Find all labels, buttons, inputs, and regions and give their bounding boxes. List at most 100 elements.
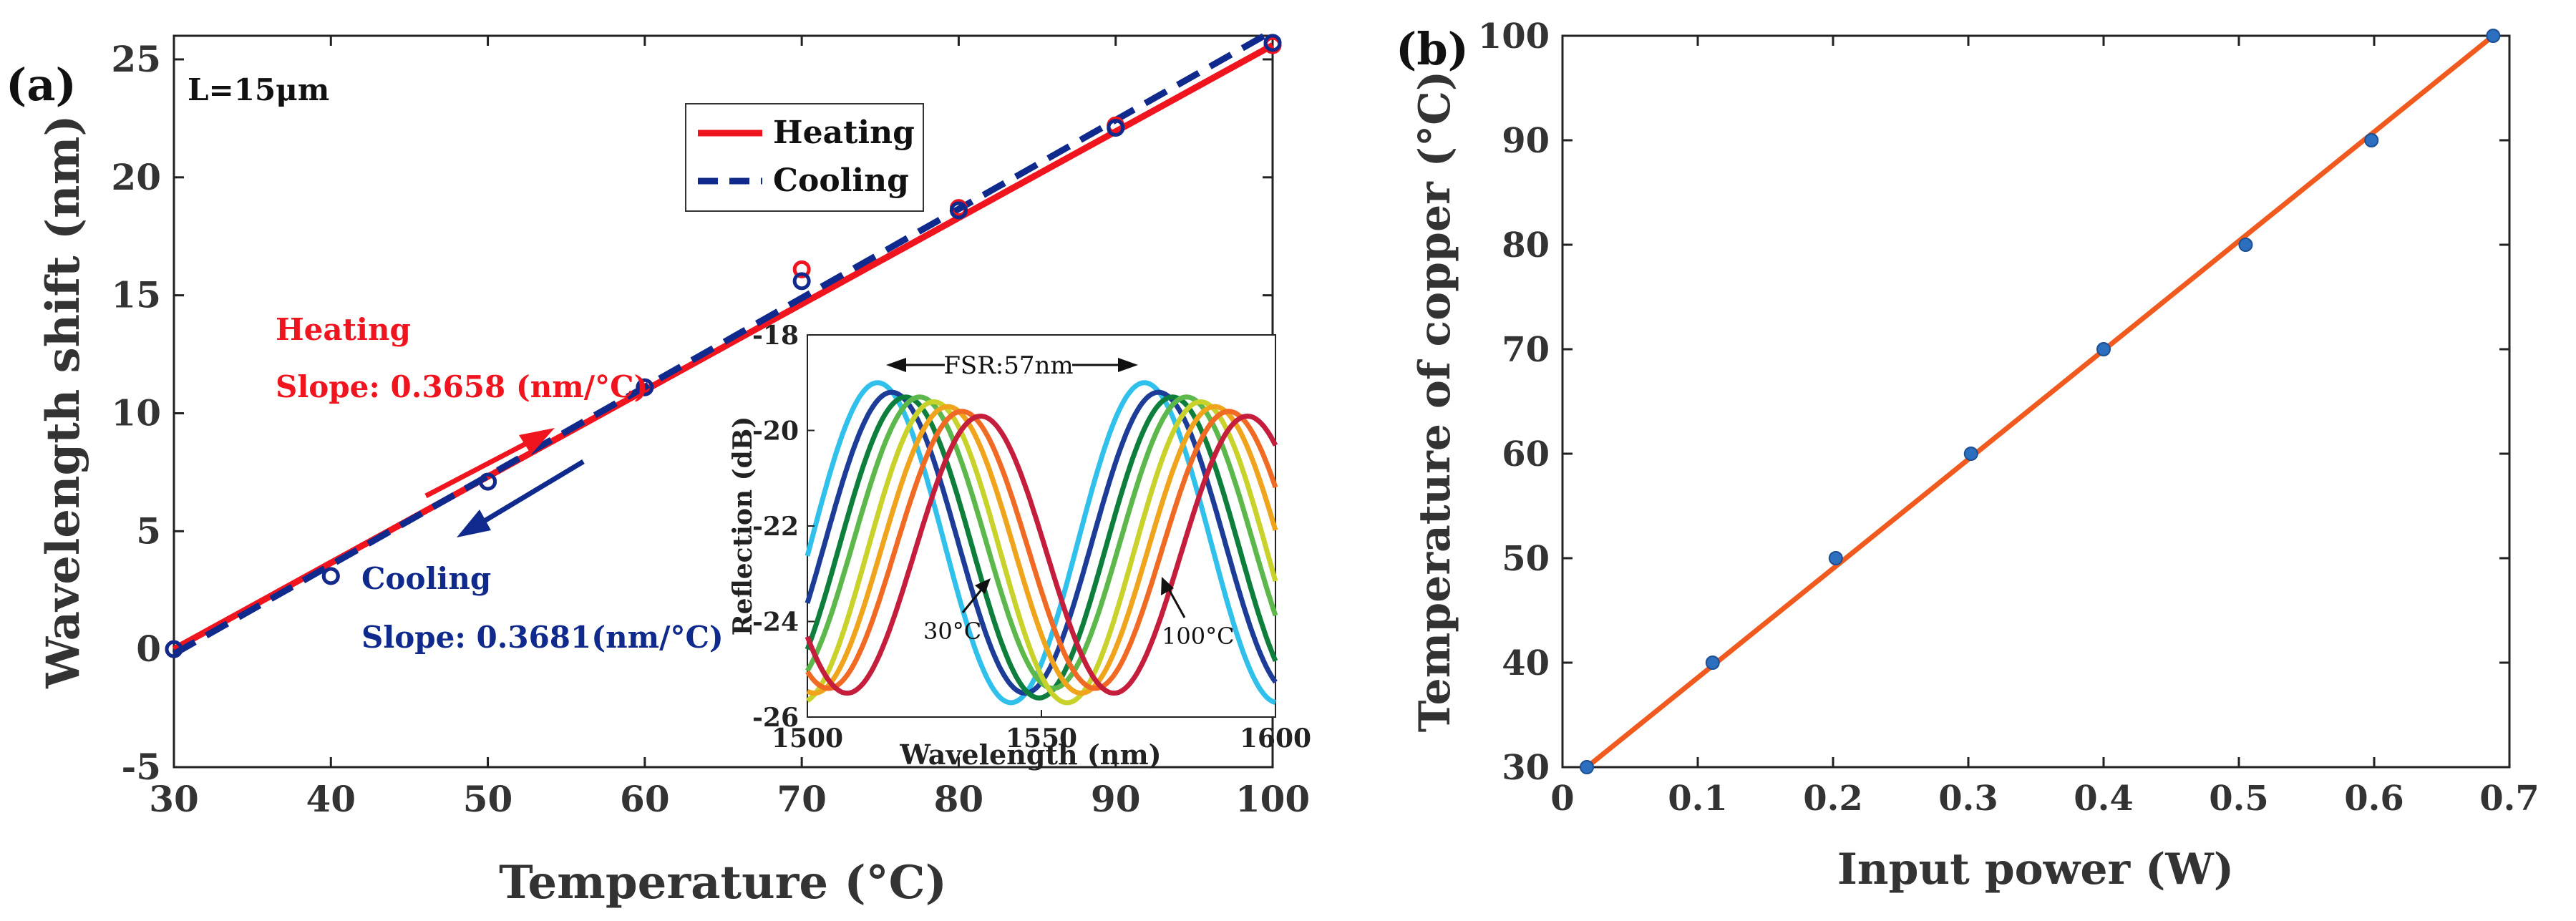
measured-point xyxy=(1963,447,1978,461)
y-tick-label: 90 xyxy=(1502,121,1550,161)
y-tick-label: 100 xyxy=(1478,16,1550,57)
inset-curve xyxy=(805,409,1278,691)
inset-xlabel: Wavelength (nm) xyxy=(899,739,1161,771)
inset-curve xyxy=(806,404,1278,696)
cooling-point xyxy=(1107,119,1125,137)
inset-y-tick-label: -20 xyxy=(752,416,799,447)
chart-a-series xyxy=(172,28,1275,657)
cooling-fit-line xyxy=(172,28,1275,657)
heating-fit-line xyxy=(172,42,1275,653)
x-tick-label: 90 xyxy=(1091,778,1141,820)
cooling-annotation: Cooling xyxy=(361,561,491,596)
measured-point xyxy=(1705,656,1720,670)
x-tick-label: 0.3 xyxy=(1938,779,1998,819)
legend-box xyxy=(685,103,924,212)
chart-a-ticks: 30 40 50 60 70 80 90 100 -5 0 5 10 15 20 25 xyxy=(111,36,1310,820)
measured-point xyxy=(1828,551,1843,565)
x-tick-label: 0.6 xyxy=(2344,779,2404,819)
panel-b-label: (b) xyxy=(1396,23,1469,75)
x-tick-label: 0.1 xyxy=(1668,779,1728,819)
inset-y-tick-label: -26 xyxy=(752,703,799,733)
cooling-point xyxy=(636,378,654,396)
y-tick-label: 80 xyxy=(1502,225,1550,265)
x-tick-label: 40 xyxy=(306,778,356,820)
y-tick-label: 15 xyxy=(111,274,161,316)
chart-b-points xyxy=(1580,29,2501,774)
cooling-point xyxy=(792,272,811,291)
chart-b-ylabel: Temperature of copper (°C) xyxy=(1410,71,1460,732)
heating-point xyxy=(792,260,811,278)
inset-y-tick-label: -22 xyxy=(752,512,799,542)
x-tick-label: 60 xyxy=(620,778,670,820)
x-tick-label: 50 xyxy=(463,778,513,820)
cooling-arrow xyxy=(457,459,585,537)
chart-b-ticks: 0 0.1 0.2 0.3 0.4 0.5 0.6 0.7 30 40 50 60 70 80 90 100 xyxy=(1478,16,2539,819)
x-tick-label: 80 xyxy=(934,778,984,820)
x-tick-label: 70 xyxy=(777,778,827,820)
chart-a: 30 40 50 60 70 80 90 100 -5 0 5 10 15 20 25 Temperatur… xyxy=(37,28,1311,910)
y-tick-label: 25 xyxy=(111,38,161,80)
inset-series xyxy=(805,380,1278,706)
inset-curve xyxy=(806,399,1278,706)
heating-arrow xyxy=(424,428,555,499)
y-tick-label: 50 xyxy=(1502,539,1550,579)
legend-heating-label: Heating xyxy=(773,114,915,151)
heating-slope-annotation: Slope: 0.3658 (nm/°C) xyxy=(276,369,648,404)
measured-point xyxy=(1580,760,1595,774)
y-tick-label: 20 xyxy=(111,156,161,198)
legend-cooling-label: Cooling xyxy=(773,162,909,199)
y-tick-label: 0 xyxy=(136,628,161,670)
cooling-point xyxy=(321,567,340,585)
y-tick-label: 70 xyxy=(1502,330,1550,370)
y-tick-label: 5 xyxy=(136,510,161,552)
x-tick-label: 0.5 xyxy=(2209,779,2269,819)
cooling-point xyxy=(479,472,497,491)
cooling-point xyxy=(1263,34,1282,52)
inset-y-tick-label: -24 xyxy=(752,608,799,638)
cooling-slope-annotation: Slope: 0.3681(nm/°C) xyxy=(361,620,724,655)
high-temp-pointer xyxy=(1165,585,1186,618)
measured-point xyxy=(2238,238,2253,252)
measured-point xyxy=(2364,133,2379,147)
cooling-point xyxy=(949,201,968,220)
panel-a-label: (a) xyxy=(6,59,77,111)
inset-curve xyxy=(805,380,1277,706)
y-tick-label: 40 xyxy=(1502,643,1550,683)
x-tick-label: 100 xyxy=(1235,778,1310,820)
measured-point xyxy=(2486,29,2501,43)
fsr-label-bg xyxy=(945,351,1072,378)
low-temp-label: 30°C xyxy=(923,618,981,645)
y-tick-label: 30 xyxy=(1502,748,1550,788)
y-tick-label: -5 xyxy=(121,746,161,788)
measured-point xyxy=(2096,342,2111,356)
heating-annotation: Heating xyxy=(276,312,411,347)
x-tick-label: 0.2 xyxy=(1803,779,1863,819)
inset-y-tick-label: -18 xyxy=(752,321,799,351)
x-tick-label: 30 xyxy=(149,778,199,820)
chart-a-points xyxy=(165,34,1282,658)
inset-curve xyxy=(805,413,1278,696)
inset-ylabel: Reflection (dB) xyxy=(728,416,758,636)
inset-chart: 1500 1550 1600 -26 -24 -22 -20 -18 Wavelength (… xyxy=(728,321,1311,771)
chart-b: 0 0.1 0.2 0.3 0.4 0.5 0.6 0.730405060708090100 … xyxy=(1410,16,2539,895)
chart-b-xlabel: Input power (W) xyxy=(1837,844,2234,895)
chart-a-ylabel: Wavelength shift (nm) xyxy=(37,114,90,688)
inset-ticks: 1500 1550 1600 -26 -24 -22 -20 -18 xyxy=(752,321,1311,754)
inset-x-tick-label: 1500 xyxy=(772,723,843,754)
chart-a-xlabel: Temperature (°C) xyxy=(499,856,947,910)
y-tick-label: 60 xyxy=(1502,434,1550,474)
x-tick-label: 0 xyxy=(1550,779,1574,819)
high-temp-label: 100°C xyxy=(1162,623,1235,650)
y-tick-label: 10 xyxy=(111,391,161,434)
cooling-point xyxy=(165,640,183,658)
low-temp-pointer-head xyxy=(975,578,991,594)
high-temp-pointer-head xyxy=(1161,577,1174,595)
length-annotation: L=15μm xyxy=(188,72,329,107)
inset-x-tick-label: 1600 xyxy=(1240,723,1311,754)
chart-b-series xyxy=(1585,34,2495,769)
chart-b-frame xyxy=(1561,34,2511,769)
chart-a-legend: Heating Cooling xyxy=(685,103,924,212)
inset-x-tick-label: 1550 xyxy=(1006,723,1077,754)
fsr-label: FSR:57nm xyxy=(943,351,1073,380)
